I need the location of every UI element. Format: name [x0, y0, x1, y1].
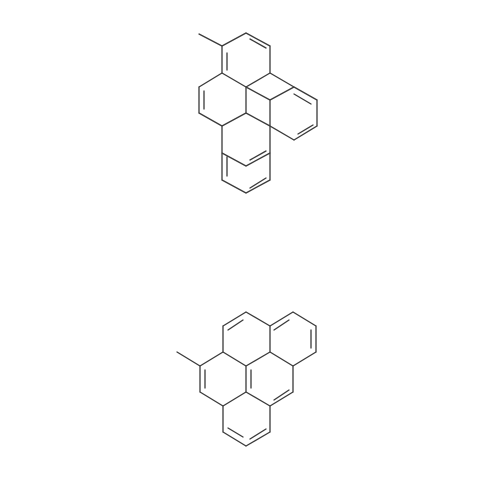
bond-line: [222, 431, 247, 447]
bond-line: [227, 319, 244, 331]
bond-line: [245, 86, 271, 101]
bond-line: [221, 72, 247, 88]
bond-line: [269, 125, 295, 141]
bond-line: [273, 389, 290, 401]
bond-line: [198, 33, 223, 47]
bond-line: [249, 428, 267, 440]
bond-line: [292, 351, 317, 367]
bond-line: [249, 150, 267, 161]
bond-line: [221, 32, 247, 47]
bond-line: [269, 311, 294, 327]
bond-line: [269, 72, 295, 88]
bond-line: [293, 93, 312, 105]
bond-line: [245, 351, 271, 367]
bond-line: [245, 179, 271, 194]
bond-line: [249, 38, 267, 49]
bond-line: [297, 124, 314, 135]
bond-line: [269, 86, 295, 101]
bond-line: [245, 72, 271, 88]
bond-line: [269, 391, 294, 407]
bond-line: [245, 431, 271, 447]
bond-line: [269, 351, 294, 367]
bond-line: [221, 152, 247, 167]
bond-line: [245, 391, 271, 407]
bond-line: [245, 152, 271, 167]
bond-line: [222, 351, 247, 367]
bond-line: [292, 311, 317, 327]
bond-line: [222, 391, 247, 407]
bond-line: [199, 351, 224, 367]
bond-line: [222, 311, 247, 327]
molecule-1-methylpyrene: [198, 32, 318, 194]
bond-line: [221, 112, 247, 127]
bond-line: [227, 427, 244, 438]
molecule-4-methylpyrene: [176, 311, 317, 447]
bond-line: [221, 179, 247, 194]
bond-line: [293, 86, 318, 101]
bond-line: [198, 112, 223, 127]
bond-line: [176, 351, 201, 367]
bond-line: [198, 72, 223, 88]
bond-line: [293, 125, 318, 141]
bond-line: [245, 112, 271, 127]
bond-line: [249, 177, 267, 189]
bond-line: [199, 391, 224, 407]
bond-line: [245, 32, 271, 47]
bond-line: [273, 319, 290, 331]
bond-line: [245, 311, 271, 327]
